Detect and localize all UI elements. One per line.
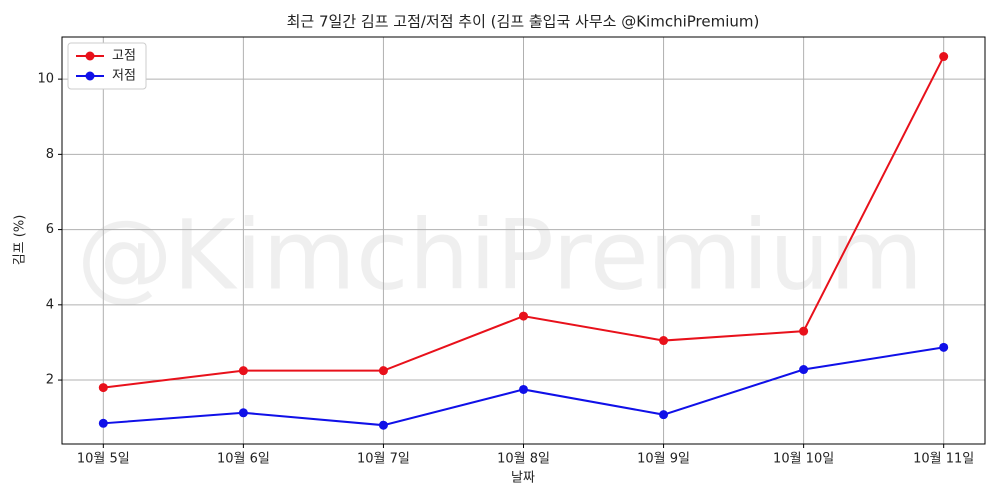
y-tick-label: 2 (46, 373, 54, 388)
data-point (659, 336, 669, 346)
chart-title: 최근 7일간 김프 고점/저점 추이 (김프 출입국 사무소 @KimchiPr… (287, 13, 760, 31)
data-point (378, 420, 388, 430)
data-point (98, 418, 108, 428)
data-point (519, 311, 528, 321)
plot-frame (61, 36, 986, 445)
y-axis-label: 김프 (%) (13, 215, 28, 266)
legend-label: 고점 (112, 49, 136, 64)
data-point (238, 408, 248, 418)
legend-marker (85, 51, 95, 61)
y-tick-label: 8 (46, 147, 54, 162)
watermark: @KimchiPremium (77, 199, 924, 311)
data-point (98, 383, 108, 393)
y-tick-label: 10 (37, 72, 54, 87)
legend-marker (85, 71, 95, 81)
data-point (238, 366, 248, 376)
x-tick-label: 10월 10일 (773, 452, 834, 467)
y-tick-label: 4 (46, 297, 54, 312)
data-point (519, 384, 528, 394)
data-point (939, 342, 949, 352)
data-point (799, 365, 809, 375)
data-point (378, 366, 388, 376)
data-point (939, 52, 949, 62)
x-tick-label: 10월 5일 (77, 452, 130, 467)
x-tick-label: 10월 11일 (913, 452, 974, 467)
data-point (799, 326, 809, 336)
x-axis-label: 날짜 (511, 471, 535, 486)
x-tick-label: 10월 7일 (357, 452, 410, 467)
x-tick-label: 10월 6일 (217, 452, 270, 467)
data-point (659, 410, 669, 420)
x-tick-label: 10월 8일 (497, 452, 550, 467)
y-tick-label: 6 (46, 222, 54, 237)
legend-label: 저점 (112, 69, 136, 84)
x-tick-label: 10월 9일 (637, 452, 690, 467)
